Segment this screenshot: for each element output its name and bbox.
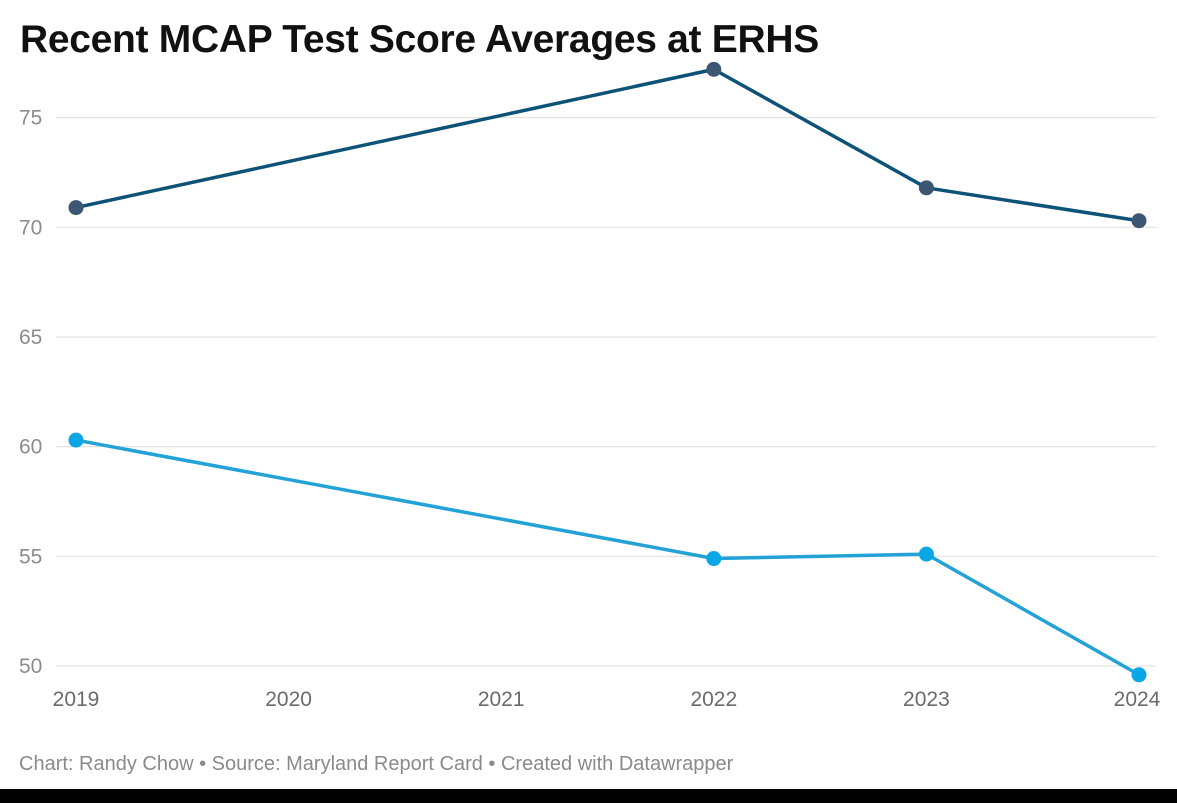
y-tick-label: 60 [19,436,42,459]
y-tick-label: 50 [19,655,42,678]
y-tick-label: 70 [19,216,42,239]
series-1-point-2023 [918,180,934,196]
y-tick-label: 75 [19,107,42,130]
series-2-line [74,438,1141,677]
line-chart: 50 55 60 65 70 75 2019 2020 2021 2022 2023 2024 [19,61,1161,711]
series-2-point-2024 [1131,667,1147,683]
chart-title: Recent MCAP Test Score Averages at ERHS [20,18,819,61]
series-1-point-2019 [68,200,84,216]
series-1-point-2024 [1131,213,1147,229]
x-tick-label: 2021 [478,688,525,711]
chart-credit: Chart: Randy Chow • Source: Maryland Rep… [19,753,734,775]
series-1-point-2022 [706,61,722,77]
x-tick-label: 2024 [1114,688,1161,711]
y-tick-label: 55 [19,545,42,568]
series-lines [68,61,1147,683]
x-tick-label: 2022 [690,688,737,711]
y-axis-ticks: 50 55 60 65 70 75 [19,107,42,678]
y-tick-label: 65 [19,326,42,349]
series-2-point-2022 [706,551,722,567]
x-tick-label: 2020 [265,688,312,711]
series-2-point-2023 [918,546,934,562]
series-2-point-2019 [68,432,84,448]
gridlines [56,117,1156,667]
x-tick-label: 2019 [53,688,100,711]
x-axis-ticks: 2019 2020 2021 2022 2023 2024 [53,688,1161,711]
x-tick-label: 2023 [903,688,950,711]
bottom-bar [0,789,1177,803]
series-1-line [74,67,1141,223]
